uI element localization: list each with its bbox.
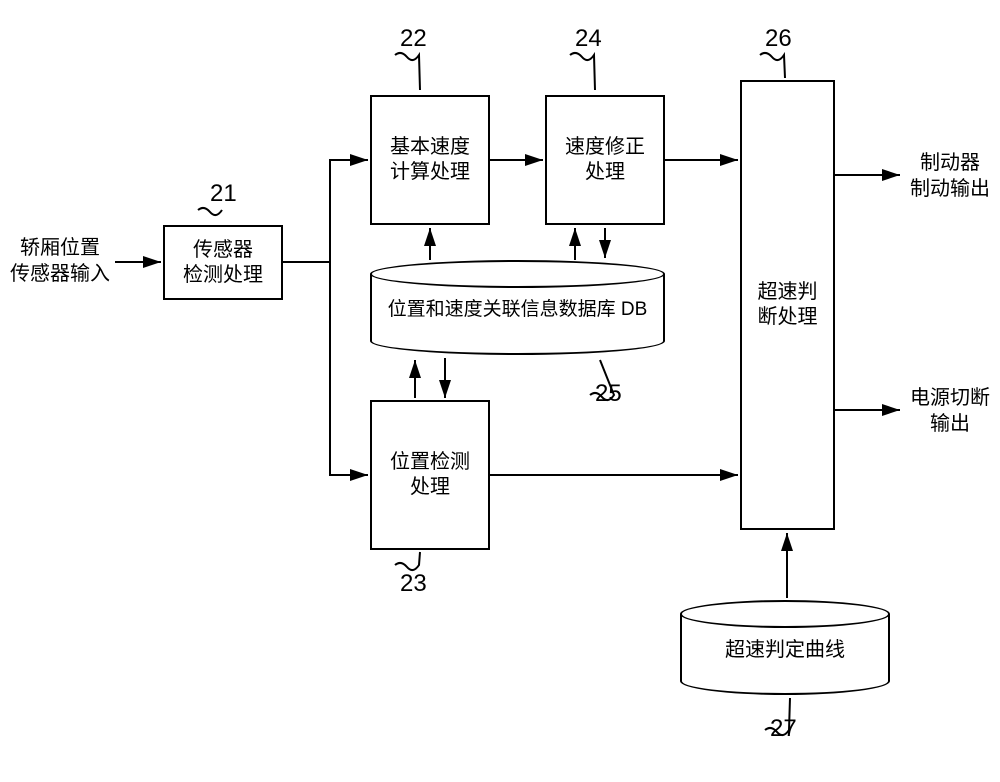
cylinder-db: 位置和速度关联信息数据库 DB: [370, 260, 665, 355]
block-basic-speed: 基本速度 计算处理: [370, 95, 490, 225]
cylinder-curve: 超速判定曲线: [680, 600, 890, 695]
output-brake: 制动器 制动输出: [905, 150, 995, 202]
block-position-detect: 位置检测 处理: [370, 400, 490, 550]
ref-26: 26: [765, 25, 792, 53]
ref-21: 21: [210, 180, 237, 208]
block-sensor-detect: 传感器 检测处理: [163, 225, 283, 300]
output-power: 电源切断 输出: [905, 385, 995, 437]
cylinder-curve-text: 超速判定曲线: [725, 633, 845, 662]
ref-22: 22: [400, 25, 427, 53]
block-overspeed-judge: 超速判 断处理: [740, 80, 835, 530]
ref-25: 25: [595, 380, 622, 408]
ref-24: 24: [575, 25, 602, 53]
ref-23: 23: [400, 570, 427, 598]
block-speed-correction: 速度修正 处理: [545, 95, 665, 225]
input-label: 轿厢位置 传感器输入: [0, 235, 120, 287]
ref-27: 27: [770, 715, 797, 743]
cylinder-db-text: 位置和速度关联信息数据库 DB: [382, 294, 654, 321]
